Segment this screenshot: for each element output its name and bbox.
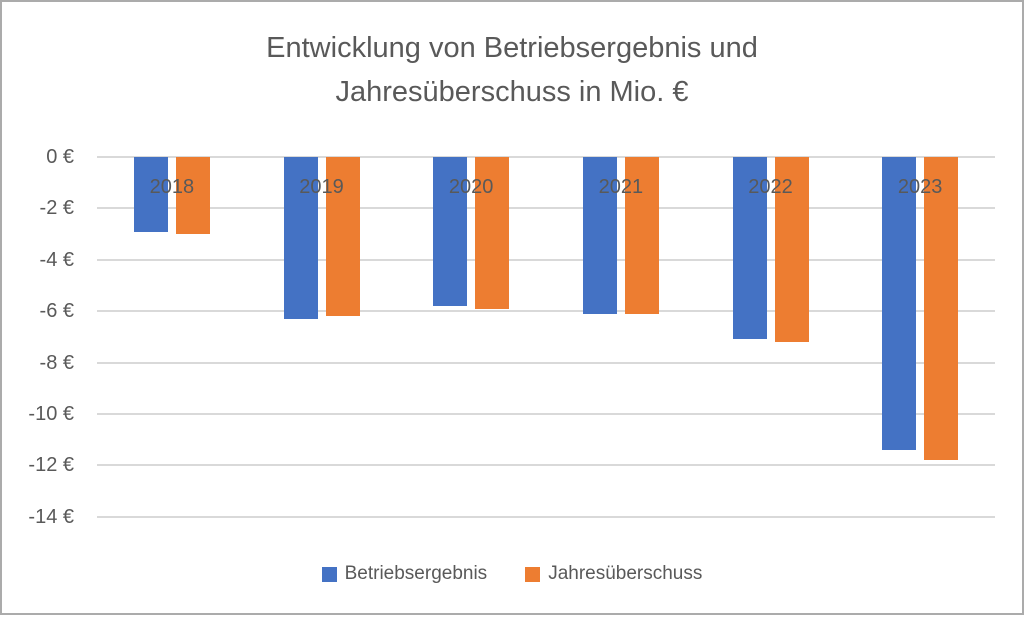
- category-label-2019: 2019: [299, 176, 344, 198]
- gridline--6€: [97, 310, 995, 313]
- legend-item-jahresueberschuss: Jahresüberschuss: [525, 563, 702, 585]
- bar-jahres-berschuss-2019: [325, 157, 360, 317]
- gridline--8€: [97, 361, 995, 364]
- y-axis-tick-label: -10 €: [28, 402, 74, 425]
- legend-swatch-jahresueberschuss: [525, 566, 541, 582]
- y-axis-tick-label: -8 €: [39, 351, 74, 374]
- category-label-2023: 2023: [897, 176, 943, 198]
- bar-jahres-berschuss-2018: [175, 157, 210, 235]
- legend-swatch-betriebsergebnis: [321, 566, 337, 582]
- legend-item-betriebsergebnis: Betriebsergebnis: [321, 563, 488, 585]
- legend: Betriebsergebnis Jahresüberschuss: [2, 563, 1022, 585]
- legend-label-betriebsergebnis: Betriebsergebnis: [344, 563, 488, 584]
- y-axis-tick-label: -12 €: [28, 454, 74, 477]
- chart-title-line-1: Entwicklung von Betriebsergebnis und: [266, 32, 758, 64]
- gridline--14€: [97, 515, 995, 518]
- bar-betriebsergebnis-2021: [582, 157, 617, 314]
- y-axis-tick-label: -14 €: [28, 505, 74, 528]
- y-axis-tick-label: -6 €: [39, 300, 74, 323]
- y-axis-tick-label: -4 €: [39, 248, 74, 271]
- category-label-2020: 2020: [448, 176, 494, 198]
- category-label-2022: 2022: [748, 176, 793, 198]
- gridline-0€: [97, 156, 995, 158]
- bar-betriebsergebnis-2019: [283, 157, 318, 319]
- bar-jahres-berschuss-2020: [475, 157, 510, 309]
- bar-jahres-berschuss-2022: [774, 157, 809, 342]
- chart-title-line-2: Jahresüberschuss in Mio. €: [335, 76, 689, 108]
- bar-betriebsergebnis-2022: [732, 157, 767, 340]
- y-axis-tick-label: -2 €: [39, 197, 74, 220]
- gridline--10€: [97, 412, 995, 415]
- gridline--2€: [97, 207, 995, 210]
- bar-jahres-berschuss-2023: [924, 157, 959, 461]
- bar-betriebsergebnis-2018: [133, 157, 168, 232]
- bar-betriebsergebnis-2020: [433, 157, 468, 306]
- category-label-2018: 2018: [149, 176, 195, 198]
- gridline--12€: [97, 464, 995, 467]
- category-label-2021: 2021: [598, 176, 644, 198]
- chart-title: Entwicklung von Betriebsergebnis und Jah…: [2, 26, 1022, 114]
- y-axis-tick-label: 0 €: [46, 146, 74, 168]
- gridline--4€: [97, 258, 995, 261]
- bar-jahres-berschuss-2021: [624, 157, 659, 314]
- legend-label-jahresueberschuss: Jahresüberschuss: [548, 563, 703, 584]
- bar-betriebsergebnis-2023: [882, 157, 917, 450]
